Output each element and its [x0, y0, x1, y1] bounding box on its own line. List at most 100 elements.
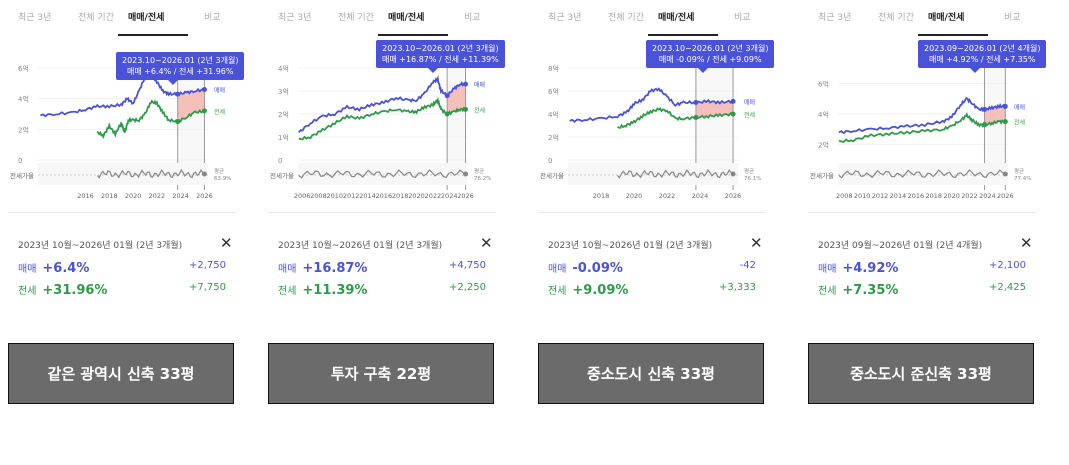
- sale-percent: -0.09%: [572, 261, 623, 276]
- ratio-label: 전세가율: [810, 171, 834, 180]
- active-tab-underline: [118, 34, 188, 36]
- series-start-point: [981, 122, 987, 128]
- x-tick-label: 2026: [725, 192, 742, 200]
- active-tab-underline: [648, 34, 718, 36]
- sale-amount: -42: [739, 260, 756, 271]
- series-end-point: [201, 108, 207, 114]
- tab-recent-3y[interactable]: 최근 3년: [548, 13, 582, 23]
- jeonse-summary-row: 전세 +7.35% +2,425: [818, 282, 1026, 298]
- x-tick-label: 2010: [327, 192, 344, 200]
- tooltip-change: 매매 +6.4% / 전세 +31.96%: [126, 67, 234, 76]
- tooltip-pointer: [970, 68, 980, 73]
- x-tick-label: 2024: [441, 192, 458, 200]
- sale-percent: +16.87%: [302, 261, 368, 276]
- sale-label: 매매: [18, 264, 37, 275]
- tab-sale-jeonse[interactable]: 매매/전세: [388, 13, 425, 23]
- ratio-end-point: [201, 171, 207, 177]
- y-tick-label: 2억: [278, 111, 289, 119]
- tab-all-period[interactable]: 전체 기간: [338, 13, 374, 23]
- series-end-point: [730, 111, 736, 117]
- tab-recent-3y[interactable]: 최근 3년: [818, 13, 852, 23]
- y-tick-label: 6억: [548, 88, 559, 96]
- jeonse-amount: +3,333: [718, 282, 756, 293]
- jeonse-summary-row: 전세 +9.09% +3,333: [548, 282, 756, 298]
- ratio-end-label: 평균: [1014, 168, 1024, 175]
- jeonse-percent: +9.09%: [572, 283, 629, 298]
- x-tick-label: 2026: [997, 192, 1014, 200]
- y-tick-label: 2억: [548, 134, 559, 142]
- sale-percent: +4.92%: [842, 261, 899, 276]
- series-end-point: [1002, 103, 1008, 109]
- x-tick-label: 2020: [408, 192, 425, 200]
- close-icon[interactable]: ✕: [480, 234, 493, 252]
- tab-sale-jeonse[interactable]: 매매/전세: [928, 13, 965, 23]
- series-end-point: [1002, 119, 1008, 125]
- x-tick-label: 2018: [593, 192, 610, 200]
- chart-panel: 최근 3년 전체 기간 매매/전세 비교 0 1억 2억 3억 4억 매매 전세 전세가율 평균 76.2…: [268, 0, 505, 330]
- x-tick-label: 2010: [854, 192, 871, 200]
- ratio-end-label: 76.2%: [474, 176, 491, 182]
- jeonse-label: 전세: [818, 286, 837, 297]
- tooltip-period: 2023.10~2026.01 (2년 3개월): [382, 44, 499, 53]
- ratio-line: [617, 168, 734, 179]
- series-start-point: [175, 119, 181, 125]
- range-tooltip: 2023.10~2026.01 (2년 3개월) 매매 +16.87% / 전세 …: [376, 40, 505, 73]
- tooltip-change: 매매 -0.09% / 전세 +9.09%: [658, 55, 762, 64]
- tab-all-period[interactable]: 전체 기간: [78, 13, 114, 23]
- tab-sale-jeonse[interactable]: 매매/전세: [658, 13, 695, 23]
- y-tick-label: 0: [278, 157, 282, 165]
- tab-compare[interactable]: 비교: [204, 13, 221, 23]
- close-icon[interactable]: ✕: [1020, 234, 1033, 252]
- active-tab-underline: [918, 34, 988, 36]
- x-tick-label: 2018: [392, 192, 409, 200]
- x-tick-label: 2016: [908, 192, 925, 200]
- sale-amount: +2,100: [988, 260, 1026, 271]
- tab-recent-3y[interactable]: 최근 3년: [278, 13, 312, 23]
- x-tick-label: 2012: [872, 192, 889, 200]
- x-tick-label: 2022: [149, 192, 166, 200]
- x-tick-label: 2024: [172, 192, 189, 200]
- x-tick-label: 2008: [310, 192, 327, 200]
- x-tick-label: 2016: [376, 192, 393, 200]
- tooltip-period: 2023.09~2026.01 (2년 4개월): [924, 44, 1041, 53]
- sale-label: 매매: [818, 264, 837, 275]
- tooltip-pointer: [698, 68, 708, 73]
- sale-label: 매매: [548, 264, 567, 275]
- tab-compare[interactable]: 비교: [464, 13, 481, 23]
- ratio-end-point: [1002, 171, 1008, 177]
- y-tick-label: 1억: [278, 134, 289, 142]
- tab-recent-3y[interactable]: 최근 3년: [18, 13, 52, 23]
- sale-summary-row: 매매 -0.09% -42: [548, 260, 756, 276]
- ratio-label: 전세가율: [270, 171, 294, 180]
- tooltip-pointer: [428, 68, 438, 73]
- y-tick-label: 0: [18, 157, 22, 165]
- series-start-point: [444, 93, 450, 99]
- series-start-point: [981, 106, 987, 112]
- x-tick-label: 2006: [294, 192, 311, 200]
- series-end-point: [730, 98, 736, 104]
- series-start-point: [444, 111, 450, 117]
- sale-amount: +2,750: [188, 260, 226, 271]
- jeonse-summary-row: 전세 +31.96% +7,750: [18, 282, 226, 298]
- property-caption: 투자 구축 22평: [268, 343, 494, 404]
- jeonse-series-line: [838, 112, 1006, 143]
- series-end-point: [463, 81, 469, 87]
- chart-panel: 최근 3년 전체 기간 매매/전세 비교 0 2억 4억 6억 8억 매매 전세 전세가율 평균 76.1…: [538, 0, 775, 330]
- ratio-end-label: 평균: [214, 168, 224, 175]
- close-icon[interactable]: ✕: [750, 234, 763, 252]
- x-tick-label: 2026: [457, 192, 474, 200]
- tab-sale-jeonse[interactable]: 매매/전세: [128, 13, 165, 23]
- tab-all-period[interactable]: 전체 기간: [608, 13, 644, 23]
- tab-compare[interactable]: 비교: [734, 13, 751, 23]
- jeonse-amount: +7,750: [188, 282, 226, 293]
- property-caption: 같은 광역시 신축 33평: [8, 343, 234, 404]
- tab-all-period[interactable]: 전체 기간: [878, 13, 914, 23]
- close-icon[interactable]: ✕: [220, 234, 233, 252]
- jeonse-series-line: [298, 96, 466, 141]
- tab-compare[interactable]: 비교: [1004, 13, 1021, 23]
- tooltip-period: 2023.10~2026.01 (2년 3개월): [652, 44, 769, 53]
